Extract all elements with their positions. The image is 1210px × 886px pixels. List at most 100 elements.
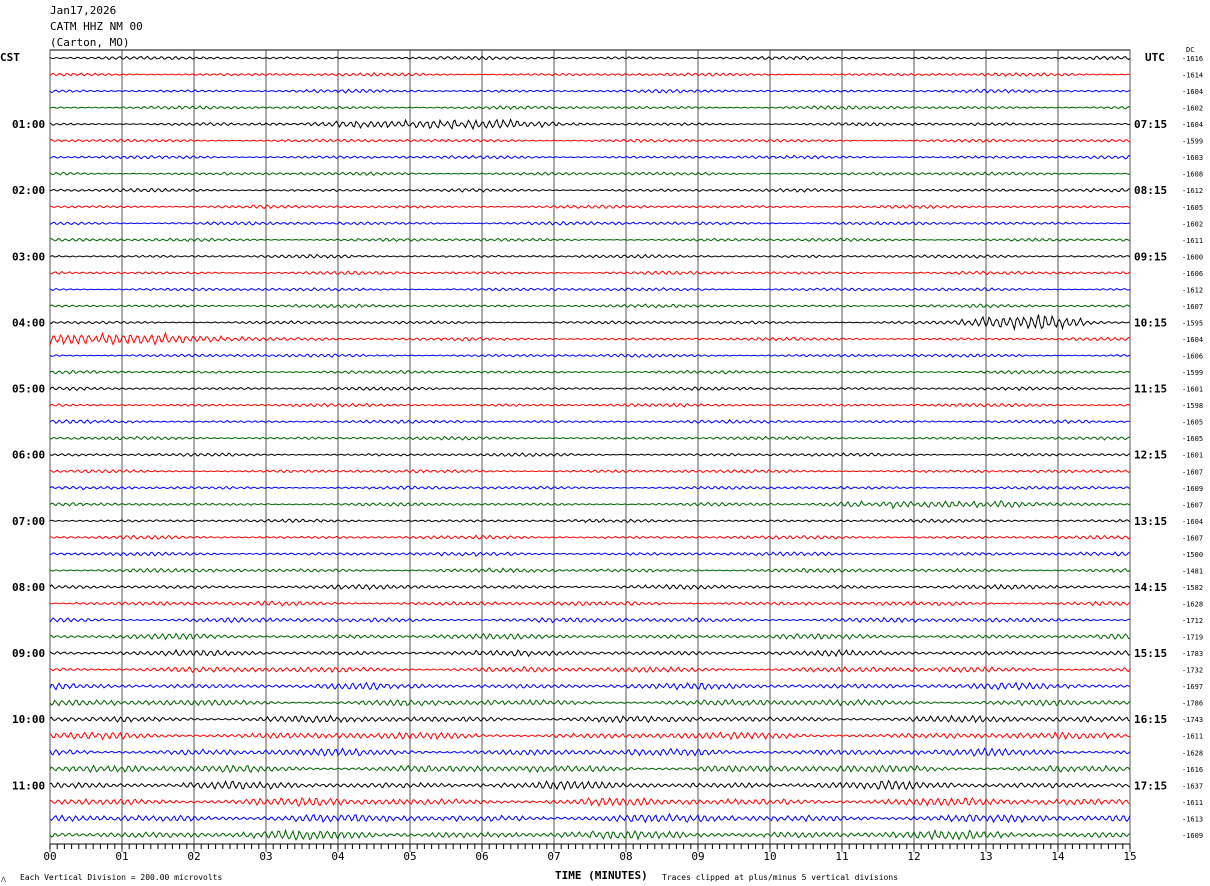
cst-hour-label: 04:00 (12, 316, 45, 329)
dc-offset-label: -1616 (1182, 766, 1203, 774)
dc-offset-label: -1611 (1182, 733, 1203, 741)
station-label: CATM HHZ NM 00 (50, 20, 143, 33)
seismic-trace (49, 600, 1131, 607)
dc-offset-label: -1607 (1182, 534, 1203, 542)
seismic-trace (49, 796, 1131, 808)
seismic-trace (49, 253, 1131, 259)
utc-hour-label: 09:15 (1134, 250, 1167, 263)
dc-offset-label: -1481 (1182, 567, 1203, 575)
clip-note: Traces clipped at plus/minus 5 vertical … (662, 873, 898, 882)
logo-mark: ⋀ (0, 876, 6, 883)
seismic-trace (49, 616, 1131, 624)
dc-offset-label: -1611 (1182, 799, 1203, 807)
dc-offset-label: -1612 (1182, 286, 1203, 294)
seismic-trace (49, 452, 1131, 458)
x-tick-label: 13 (979, 850, 992, 863)
dc-offset-label: -1605 (1182, 419, 1203, 427)
dc-offset-label: -1599 (1182, 138, 1203, 146)
x-tick-label: 10 (763, 850, 776, 863)
seismic-trace (49, 764, 1131, 774)
x-tick-label: 11 (835, 850, 848, 863)
cst-hour-label: 03:00 (12, 250, 45, 263)
dc-offset-label: -1604 (1182, 88, 1203, 96)
dc-offset-label: -1604 (1182, 518, 1203, 526)
seismic-trace (49, 118, 1131, 131)
seismic-trace (49, 469, 1131, 474)
seismic-trace (49, 632, 1131, 641)
seismic-trace (49, 88, 1131, 94)
utc-label: UTC (1145, 51, 1165, 64)
utc-hour-label: 17:15 (1134, 779, 1167, 792)
date-label: Jan17,2026 (50, 4, 117, 17)
cst-hour-label: 07:00 (12, 515, 45, 528)
dc-offset-label: -1628 (1182, 600, 1203, 608)
dc-offset-label: -1613 (1182, 815, 1203, 823)
utc-hour-label: 14:15 (1134, 581, 1167, 594)
dc-offset-label: -1606 (1182, 270, 1203, 278)
seismic-trace (49, 648, 1131, 658)
seismic-trace (49, 779, 1131, 791)
utc-hour-label: 16:15 (1134, 713, 1167, 726)
seismic-trace (49, 747, 1131, 757)
seismic-trace (49, 567, 1131, 574)
x-tick-label: 00 (43, 850, 56, 863)
seismic-trace (49, 105, 1131, 111)
dc-offset-label: -1602 (1182, 105, 1203, 113)
seismic-trace (49, 534, 1131, 540)
seismic-trace (49, 419, 1131, 425)
x-tick-label: 14 (1051, 850, 1065, 863)
x-tick-label: 07 (547, 850, 560, 863)
seismic-trace (49, 435, 1131, 441)
dc-offset-label: -1616 (1182, 55, 1203, 63)
dc-offset-label: -1605 (1182, 204, 1203, 212)
dc-offset-label: -1606 (1182, 353, 1203, 361)
seismic-trace (49, 731, 1131, 741)
cst-hour-label: 09:00 (12, 647, 45, 660)
dc-offset-label: -1783 (1182, 650, 1203, 658)
dc-offset-label: -1719 (1182, 634, 1203, 642)
dc-offset-label: -1601 (1182, 452, 1203, 460)
seismic-trace (49, 154, 1131, 160)
x-tick-label: 06 (475, 850, 488, 863)
dc-offset-label: -1609 (1182, 832, 1203, 840)
seismic-trace (49, 681, 1131, 691)
x-tick-label: 15 (1123, 850, 1136, 863)
dc-label: DC (1186, 46, 1194, 54)
seismic-trace (49, 499, 1131, 510)
seismic-trace (49, 665, 1131, 674)
seismic-trace (49, 204, 1130, 210)
seismic-trace (49, 812, 1131, 824)
x-tick-label: 02 (187, 850, 200, 863)
dc-offset-label: -1712 (1182, 617, 1203, 625)
x-tick-label: 12 (907, 850, 920, 863)
seismic-trace (49, 171, 1131, 176)
cst-hour-label: 06:00 (12, 449, 45, 462)
seismic-trace (49, 314, 1131, 332)
dc-offset-label: -1582 (1182, 584, 1203, 592)
dc-offset-label: -1614 (1182, 72, 1203, 80)
x-tick-label: 04 (331, 850, 345, 863)
cst-hour-label: 01:00 (12, 118, 45, 131)
utc-hour-label: 13:15 (1134, 515, 1167, 528)
location-label: (Carton, MO) (50, 36, 130, 49)
seismic-trace (49, 72, 1131, 77)
utc-hour-label: 11:15 (1134, 383, 1167, 396)
seismic-trace (49, 353, 1131, 358)
dc-offset-label: -1604 (1182, 336, 1203, 344)
utc-hour-label: 08:15 (1134, 184, 1167, 197)
dc-offset-label: -1602 (1182, 220, 1203, 228)
dc-offset-label: -1605 (1182, 435, 1203, 443)
seismic-trace (49, 551, 1131, 557)
dc-offset-label: -1603 (1182, 154, 1203, 162)
plot-frame (49, 49, 1131, 845)
seismic-trace (49, 270, 1131, 276)
utc-hour-label: 15:15 (1134, 647, 1167, 660)
seismic-trace (49, 55, 1131, 61)
x-tick-label: 09 (691, 850, 704, 863)
seismic-trace (49, 698, 1131, 707)
seismic-trace (49, 518, 1131, 524)
dc-offset-label: -1607 (1182, 501, 1203, 509)
seismic-trace (49, 331, 1131, 347)
dc-offset-label: -1601 (1182, 386, 1203, 394)
